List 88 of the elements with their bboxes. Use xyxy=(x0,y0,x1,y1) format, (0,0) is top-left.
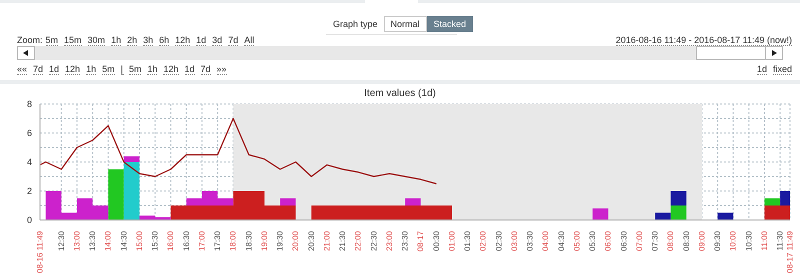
text: Zoom: xyxy=(17,35,43,46)
text: 15m xyxy=(64,35,82,46)
x-tick-label: 08-16 11:49 xyxy=(36,230,44,274)
text: 5m xyxy=(128,64,142,75)
x-tick-label: 00:30 xyxy=(432,230,441,252)
x-tick-label: 12:30 xyxy=(56,230,66,252)
x-tick-label: 15:30 xyxy=(150,230,160,252)
x-tick-label: 03:00 xyxy=(510,230,519,252)
text: Stacked xyxy=(426,16,474,32)
x-tick-label: 14:00 xyxy=(104,230,113,252)
line-series xyxy=(40,118,437,184)
x-tick-label: 21:30 xyxy=(338,230,348,252)
text: 6h xyxy=(159,35,170,46)
text: 1d xyxy=(756,64,767,75)
x-tick-label: 08-17 11:49 xyxy=(786,230,794,274)
x-tick-label: 17:00 xyxy=(197,230,206,252)
x-tick-label: 01:30 xyxy=(463,230,472,252)
text: 30m xyxy=(88,35,106,46)
text: 1d xyxy=(196,35,206,46)
x-tick-label: 02:00 xyxy=(478,230,488,252)
text: 12h xyxy=(175,35,190,46)
x-tick-label: 09:30 xyxy=(713,230,722,252)
text: 1h xyxy=(86,64,96,75)
x-tick-label: 05:00 xyxy=(572,230,582,252)
y-tick-label: 6 xyxy=(26,128,32,138)
text: 1h xyxy=(147,64,158,75)
text: 2h xyxy=(127,35,138,46)
chart-title: Item values (1d) xyxy=(363,88,437,99)
text: 3d xyxy=(212,35,222,46)
x-tick-label: 23:30 xyxy=(400,230,410,252)
x-tick-label: 10:00 xyxy=(728,230,738,252)
text: Graph type xyxy=(333,19,378,29)
x-tick-label: 03:30 xyxy=(526,230,535,252)
text: 7d xyxy=(228,35,238,46)
text: »» xyxy=(216,64,227,75)
text: «« xyxy=(17,64,28,75)
x-tick-label: 15:00 xyxy=(134,230,144,252)
x-tick-label: 08:30 xyxy=(682,230,691,252)
text: fixed xyxy=(772,64,792,75)
text: 5m xyxy=(102,64,115,75)
y-tick-label: 0 xyxy=(26,215,32,226)
x-tick-label: 21:00 xyxy=(322,230,332,252)
x-tick-label: 13:00 xyxy=(72,230,82,252)
x-tick-label: 01:00 xyxy=(447,230,456,252)
text: 2016-08-16 11:49 - 2016-08-17 11:49 (now!) xyxy=(616,35,792,46)
x-tick-label: 09:00 xyxy=(697,230,706,252)
x-tick-label: 16:00 xyxy=(166,230,176,252)
text: 5m xyxy=(46,35,58,46)
x-tick-label: 20:00 xyxy=(291,230,300,252)
x-tick-label: 14:30 xyxy=(119,230,128,252)
text: 1d xyxy=(184,64,195,75)
text: 1h xyxy=(111,35,122,46)
x-tick-label: 19:00 xyxy=(260,230,269,252)
x-tick-label: 08:00 xyxy=(666,230,676,252)
x-tick-label: 11:30 xyxy=(776,230,785,250)
text: 12h xyxy=(65,64,80,75)
text: 3h xyxy=(143,35,154,46)
x-tick-label: 18:30 xyxy=(244,230,254,252)
x-tick-label: 13:30 xyxy=(88,230,98,252)
x-tick-label: 18:00 xyxy=(228,230,238,252)
x-tick-label: 10:30 xyxy=(744,230,754,252)
x-tick-label: 04:30 xyxy=(556,230,566,252)
x-tick-label: 20:30 xyxy=(306,230,316,252)
x-tick-label: 11:00 xyxy=(760,230,769,250)
x-tick-label: 06:30 xyxy=(619,230,628,252)
x-tick-label: 07:00 xyxy=(634,230,644,252)
x-tick-label: 06:00 xyxy=(604,230,613,252)
text: Normal xyxy=(384,16,427,32)
x-tick-label: 02:30 xyxy=(494,230,504,252)
x-tick-label: 05:30 xyxy=(588,230,598,252)
x-tick-label: 16:30 xyxy=(182,230,191,252)
text: 12h xyxy=(163,64,179,75)
text: 1d xyxy=(49,64,60,75)
y-tick-label: 2 xyxy=(26,186,32,196)
x-tick-label: 22:00 xyxy=(354,230,363,252)
x-tick-label: 07:30 xyxy=(650,230,660,252)
x-tick-label: 08-17 xyxy=(416,230,426,252)
text: 7d xyxy=(33,64,44,75)
y-tick-label: 4 xyxy=(26,157,32,168)
text: All xyxy=(244,35,254,46)
text: | xyxy=(120,64,123,75)
x-tick-label: 23:00 xyxy=(384,230,394,252)
text: 7d xyxy=(200,64,211,75)
y-tick-label: 8 xyxy=(26,99,32,110)
x-tick-label: 22:30 xyxy=(369,230,378,252)
x-tick-label: 19:30 xyxy=(276,230,285,252)
x-tick-label: 04:00 xyxy=(541,230,550,252)
x-tick-label: 17:30 xyxy=(213,230,222,252)
